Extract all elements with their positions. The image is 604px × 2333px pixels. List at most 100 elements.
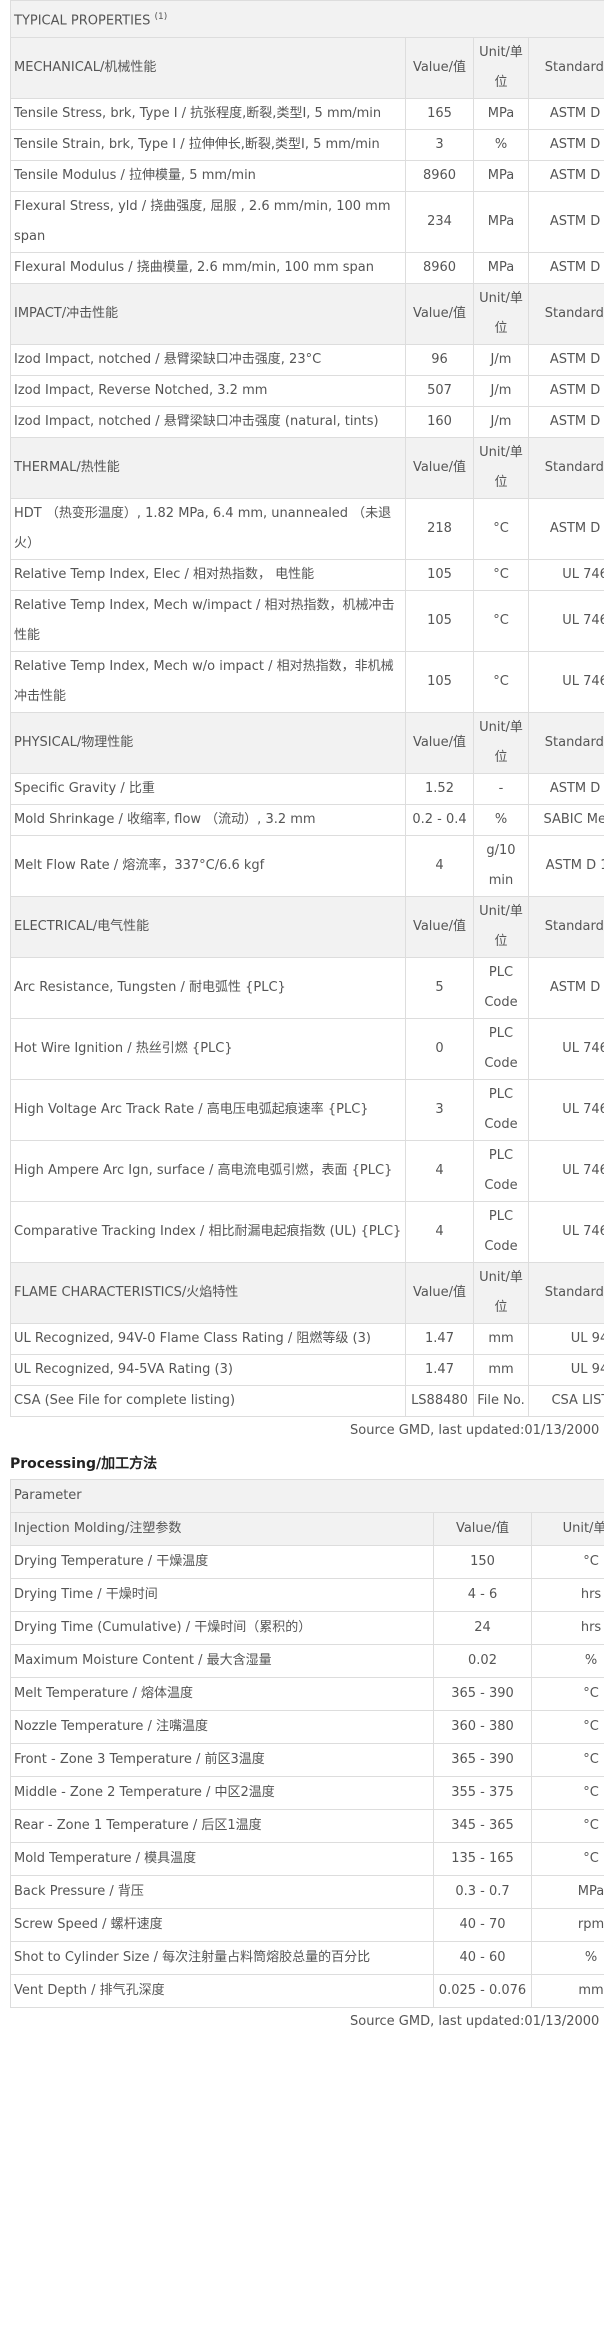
property-row: Tensile Strain, brk, Type I / 拉伸伸长,断裂,类型… xyxy=(10,129,604,162)
cell: UL 94 xyxy=(527,1323,604,1356)
cell: PLC Code xyxy=(473,1140,529,1203)
cell: 4 xyxy=(405,1201,474,1264)
header-cell: Standard/标准 xyxy=(527,1262,604,1325)
processing-row: Back Pressure / 背压 0.3 - 0.7 MPa xyxy=(10,1875,604,1910)
parameter-name: Front - Zone 3 Temperature / 前区3温度 xyxy=(10,1743,434,1778)
cell: ASTM D 638 xyxy=(527,98,604,131)
processing-row: Screw Speed / 螺杆速度 40 - 70 rpm xyxy=(10,1908,604,1943)
cell: % xyxy=(473,804,529,837)
cell: 1.52 xyxy=(405,773,474,806)
property-row: Flexural Modulus / 挠曲模量, 2.6 mm/min, 100… xyxy=(10,252,604,285)
property-row: Izod Impact, notched / 悬臂梁缺口冲击强度 (natura… xyxy=(10,406,604,439)
cell: 150 xyxy=(433,1545,532,1580)
parameter-cell: Parameter xyxy=(9,1479,604,1514)
cell: UL 746A xyxy=(527,1140,604,1203)
property-row: Specific Gravity / 比重1.52-ASTM D 792 xyxy=(10,773,604,806)
title-note: (1) xyxy=(154,12,168,22)
cell: ASTM D 790 xyxy=(527,252,604,285)
parameter-name: Screw Speed / 螺杆速度 xyxy=(10,1908,434,1943)
header-cell: IMPACT/冲击性能 xyxy=(10,283,406,346)
cell: ASTM D 495 xyxy=(527,957,604,1020)
processing-table: Parameter Injection Molding/注塑参数 Value/值 U… xyxy=(9,1479,604,2009)
cell: PLC Code xyxy=(473,1018,529,1081)
header-cell: Standard/标准 xyxy=(527,896,604,959)
header-cell: Value/值 xyxy=(433,1512,532,1547)
cell: PLC Code xyxy=(473,1201,529,1264)
header-cell: FLAME CHARACTERISTICS/火焰特性 xyxy=(10,1262,406,1325)
property-row: Relative Temp Index, Mech w/impact / 相对热… xyxy=(10,590,604,653)
parameter-name: Vent Depth / 排气孔深度 xyxy=(10,1974,434,2009)
processing-row: Drying Time (Cumulative) / 干燥时间（累积的） 24 hr… xyxy=(10,1611,604,1646)
property-name: High Ampere Arc Ign, surface / 高电流电弧引燃，表… xyxy=(10,1140,406,1203)
cell: CSA LISTED xyxy=(527,1385,604,1418)
cell: 507 xyxy=(405,375,474,408)
header-cell: MECHANICAL/机械性能 xyxy=(10,37,406,100)
cell: °C xyxy=(530,1545,604,1580)
property-row: Relative Temp Index, Mech w/o impact / 相… xyxy=(10,651,604,714)
property-name: CSA (See File for complete listing) xyxy=(10,1385,406,1418)
property-name: Melt Flow Rate / 熔流率，337°C/6.6 kgf xyxy=(10,835,406,898)
cell: 0.3 - 0.7 xyxy=(433,1875,532,1910)
property-row: Izod Impact, notched / 悬臂梁缺口冲击强度, 23°C 96… xyxy=(10,344,604,377)
cell: 0 xyxy=(405,1018,474,1081)
cell: SABIC Method xyxy=(527,804,604,837)
property-row: Relative Temp Index, Elec / 相对热指数， 电性能 10… xyxy=(10,559,604,592)
cell: J/m xyxy=(473,406,529,439)
property-row: Izod Impact, Reverse Notched, 3.2 mm 507 J… xyxy=(10,375,604,408)
parameter-name: Rear - Zone 1 Temperature / 后区1温度 xyxy=(10,1809,434,1844)
cell: J/m xyxy=(473,344,529,377)
cell: °C xyxy=(530,1710,604,1745)
property-row: Tensile Stress, brk, Type I / 抗张程度,断裂,类型… xyxy=(10,98,604,131)
parameter-name: Maximum Moisture Content / 最大含湿量 xyxy=(10,1644,434,1679)
property-row: Tensile Modulus / 拉伸模量, 5 mm/min 8960 MPa A… xyxy=(10,160,604,193)
processing-row: Shot to Cylinder Size / 每次注射量占料筒熔胶总量的百分比… xyxy=(10,1941,604,1976)
parameter-name: Drying Time (Cumulative) / 干燥时间（累积的） xyxy=(10,1611,434,1646)
cell: ASTM D 648 xyxy=(527,498,604,561)
cell: 4 xyxy=(405,835,474,898)
property-name: Arc Resistance, Tungsten / 耐电弧性 {PLC} xyxy=(10,957,406,1020)
table-title: TYPICAL PROPERTIES (1) xyxy=(9,0,604,39)
cell: PLC Code xyxy=(473,957,529,1020)
title-row: TYPICAL PROPERTIES (1) xyxy=(9,0,604,39)
section-title: Processing/加工方法 xyxy=(10,1456,158,1473)
header-cell: Unit/单位 xyxy=(473,437,529,500)
processing-row: Drying Time / 干燥时间 4 - 6 hrs xyxy=(10,1578,604,1613)
cell: g/10 min xyxy=(473,835,529,898)
parameter-name: Middle - Zone 2 Temperature / 中区2温度 xyxy=(10,1776,434,1811)
cell: mm xyxy=(473,1354,529,1387)
cell: MPa xyxy=(473,98,529,131)
header-cell: Unit/单位 xyxy=(473,896,529,959)
header-cell: Unit/单位 xyxy=(473,1262,529,1325)
cell: ASTM D 256 xyxy=(527,406,604,439)
cell: ASTM D 790 xyxy=(527,191,604,254)
property-name: High Voltage Arc Track Rate / 高电压电弧起痕速率 … xyxy=(10,1079,406,1142)
property-name: Hot Wire Ignition / 热丝引燃 {PLC} xyxy=(10,1018,406,1081)
property-name: Flexural Modulus / 挠曲模量, 2.6 mm/min, 100… xyxy=(10,252,406,285)
cell: °C xyxy=(530,1809,604,1844)
cell: 105 xyxy=(405,559,474,592)
property-row: HDT （热变形温度）, 1.82 MPa, 6.4 mm, unanneale… xyxy=(10,498,604,561)
cell: 4 - 6 xyxy=(433,1578,532,1613)
parameter-name: Nozzle Temperature / 注嘴温度 xyxy=(10,1710,434,1745)
header-cell: Standard/标准 xyxy=(527,37,604,100)
processing-row: Melt Temperature / 熔体温度 365 - 390 °C xyxy=(10,1677,604,1712)
cell: 355 - 375 xyxy=(433,1776,532,1811)
cell: 3 xyxy=(405,129,474,162)
property-name: Izod Impact, notched / 悬臂梁缺口冲击强度, 23°C xyxy=(10,344,406,377)
title-text: TYPICAL PROPERTIES xyxy=(14,13,151,29)
cell: 135 - 165 xyxy=(433,1842,532,1877)
property-row: High Voltage Arc Track Rate / 高电压电弧起痕速率 … xyxy=(10,1079,604,1142)
cell: 24 xyxy=(433,1611,532,1646)
cell: °C xyxy=(473,559,529,592)
cell: 160 xyxy=(405,406,474,439)
property-name: Izod Impact, Reverse Notched, 3.2 mm xyxy=(10,375,406,408)
property-row: Flexural Stress, yld / 挠曲强度, 屈服 , 2.6 mm… xyxy=(10,191,604,254)
section-header-row: FLAME CHARACTERISTICS/火焰特性 Value/值 Unit/单位… xyxy=(10,1262,604,1325)
processing-row: Drying Temperature / 干燥温度 150 °C xyxy=(10,1545,604,1580)
parameter-name: Drying Time / 干燥时间 xyxy=(10,1578,434,1613)
cell: 234 xyxy=(405,191,474,254)
